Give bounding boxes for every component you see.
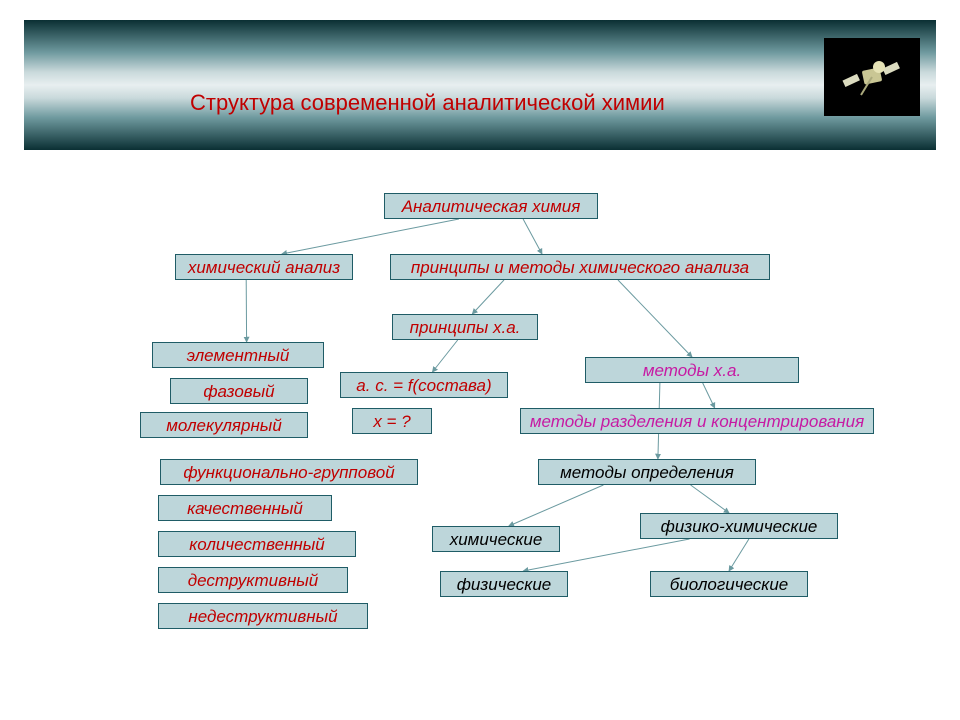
- node-bio: биологические: [650, 571, 808, 597]
- node-fchem: физико-химические: [640, 513, 838, 539]
- node-quant: количественный: [158, 531, 356, 557]
- slide-stage: Структура современной аналитической хими…: [0, 0, 960, 720]
- node-anlz: химический анализ: [175, 254, 353, 280]
- slide-title: Структура современной аналитической хими…: [190, 90, 790, 116]
- node-mxa: методы х.а.: [585, 357, 799, 383]
- node-modet: методы определения: [538, 459, 756, 485]
- node-acf: а. с. = f(состава): [340, 372, 508, 398]
- satellite-icon: [837, 47, 907, 107]
- node-qual: качественный: [158, 495, 332, 521]
- node-mol: молекулярный: [140, 412, 308, 438]
- node-root: Аналитическая химия: [384, 193, 598, 219]
- node-mrk: методы разделения и концентрирования: [520, 408, 874, 434]
- node-chem: химические: [432, 526, 560, 552]
- node-xeq: x = ?: [352, 408, 432, 434]
- node-funk: функционально-групповой: [160, 459, 418, 485]
- logo-badge: [824, 38, 920, 116]
- node-faz: фазовый: [170, 378, 308, 404]
- node-phys: физические: [440, 571, 568, 597]
- node-pxa: принципы х.а.: [392, 314, 538, 340]
- node-princ: принципы и методы химического анализа: [390, 254, 770, 280]
- header-band: [24, 20, 936, 150]
- node-ndestr: недеструктивный: [158, 603, 368, 629]
- node-destr: деструктивный: [158, 567, 348, 593]
- node-elem: элементный: [152, 342, 324, 368]
